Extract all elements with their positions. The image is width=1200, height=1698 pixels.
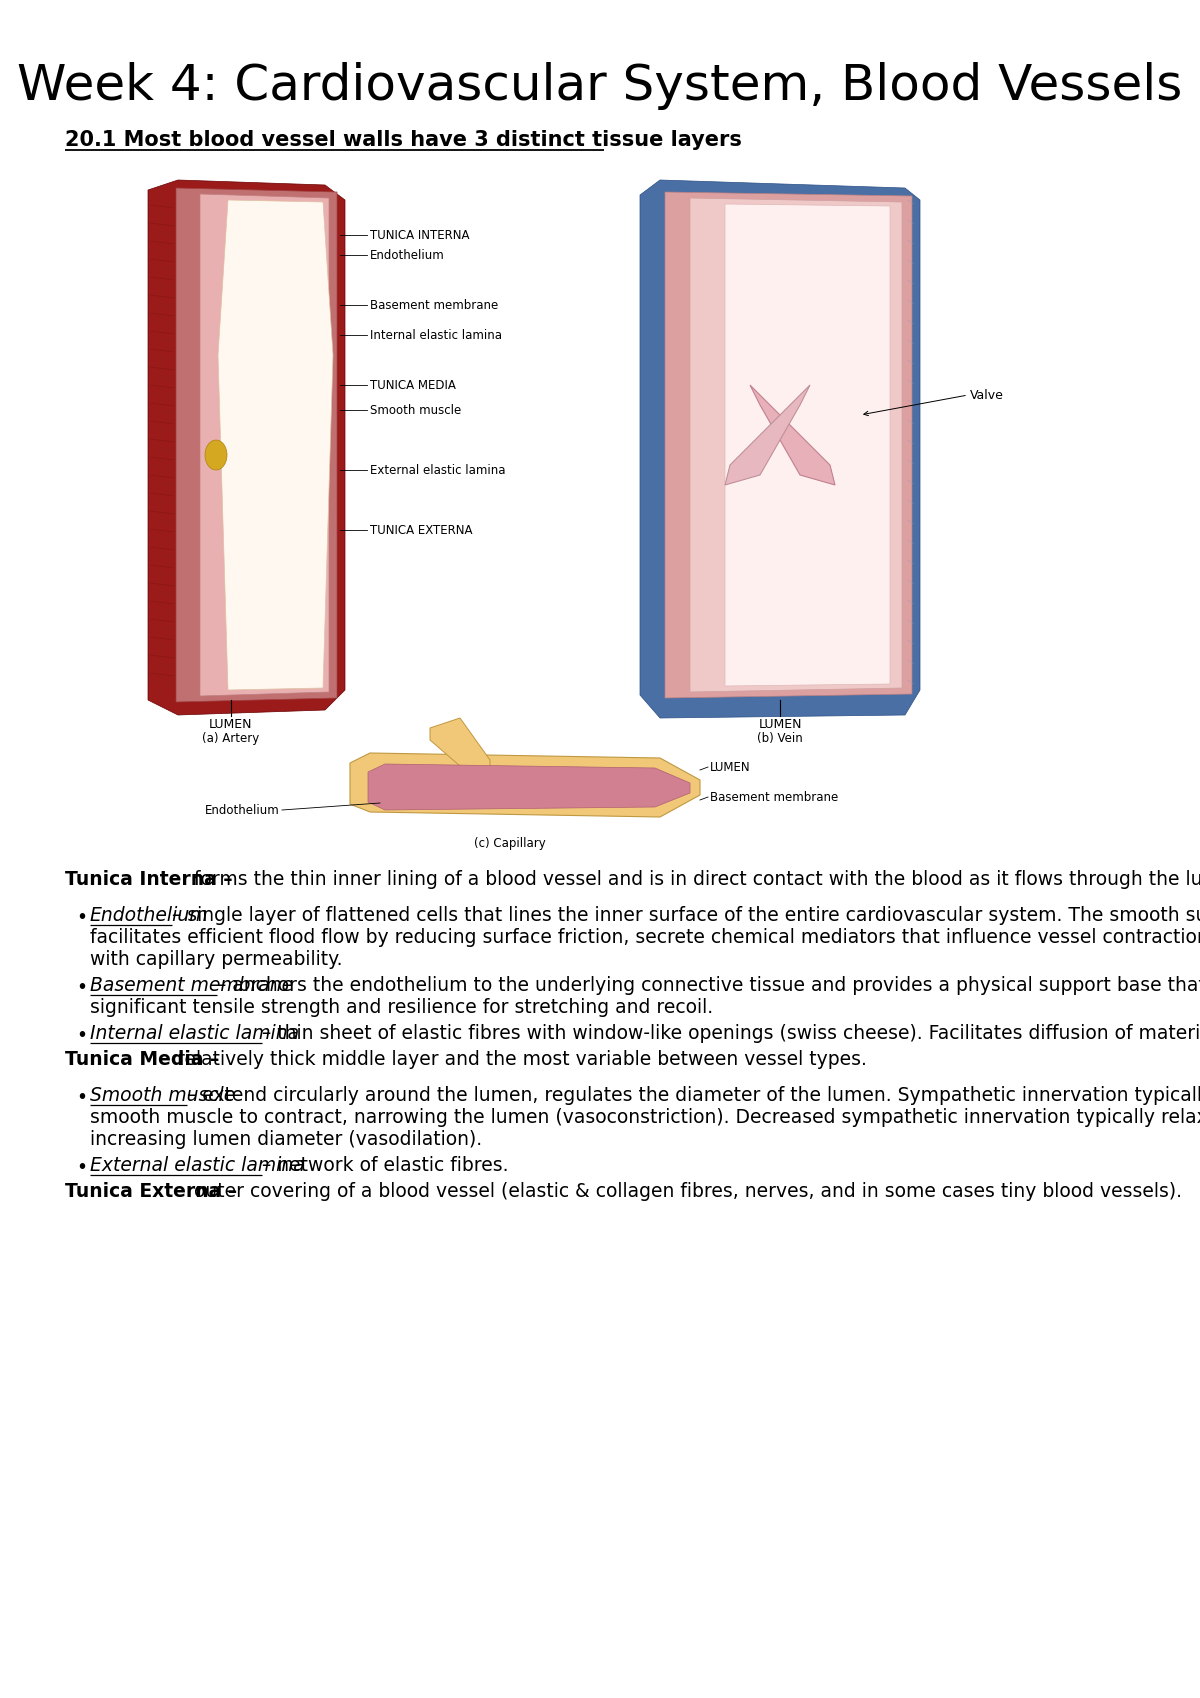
Text: – single layer of flattened cells that lines the inner surface of the entire car: – single layer of flattened cells that l…: [173, 907, 1200, 925]
Text: LUMEN: LUMEN: [758, 718, 802, 732]
Text: •: •: [77, 908, 88, 927]
Text: Endothelium: Endothelium: [205, 803, 280, 817]
Text: Smooth muscle: Smooth muscle: [370, 404, 461, 416]
Text: – anchors the endothelium to the underlying connective tissue and provides a phy: – anchors the endothelium to the underly…: [217, 976, 1200, 995]
Polygon shape: [640, 180, 920, 718]
Polygon shape: [665, 192, 912, 698]
Text: (a) Artery: (a) Artery: [203, 732, 259, 745]
Text: Basement membrane: Basement membrane: [370, 299, 498, 311]
Polygon shape: [750, 385, 835, 486]
Polygon shape: [725, 385, 810, 486]
Text: Internal elastic lamina: Internal elastic lamina: [370, 328, 502, 341]
Text: Tunica Externa –: Tunica Externa –: [65, 1182, 238, 1200]
Text: forms the thin inner lining of a blood vessel and is in direct contact with the : forms the thin inner lining of a blood v…: [193, 869, 1200, 890]
Text: Basement membrane: Basement membrane: [90, 976, 293, 995]
Text: Tunica Interna –: Tunica Interna –: [65, 869, 233, 890]
Polygon shape: [148, 180, 346, 715]
Text: Smooth muscle: Smooth muscle: [90, 1087, 235, 1105]
Text: •: •: [77, 1026, 88, 1044]
Text: increasing lumen diameter (vasodilation).: increasing lumen diameter (vasodilation)…: [90, 1129, 482, 1150]
Polygon shape: [725, 204, 890, 686]
Text: significant tensile strength and resilience for stretching and recoil.: significant tensile strength and resilie…: [90, 998, 713, 1017]
Text: Tunica Media –: Tunica Media –: [65, 1049, 220, 1070]
Text: Endothelium: Endothelium: [90, 907, 209, 925]
Text: Week 4: Cardiovascular System, Blood Vessels: Week 4: Cardiovascular System, Blood Ves…: [17, 63, 1183, 110]
Polygon shape: [218, 200, 334, 689]
Polygon shape: [430, 718, 490, 773]
Text: TUNICA MEDIA: TUNICA MEDIA: [370, 379, 456, 392]
Text: •: •: [77, 1088, 88, 1107]
Text: – extend circularly around the lumen, regulates the diameter of the lumen. Sympa: – extend circularly around the lumen, re…: [187, 1087, 1200, 1105]
Text: smooth muscle to contract, narrowing the lumen (vasoconstriction). Decreased sym: smooth muscle to contract, narrowing the…: [90, 1109, 1200, 1127]
Polygon shape: [200, 194, 329, 696]
Text: Basement membrane: Basement membrane: [710, 791, 839, 803]
Text: relatively thick middle layer and the most variable between vessel types.: relatively thick middle layer and the mo…: [178, 1049, 868, 1070]
Text: with capillary permeability.: with capillary permeability.: [90, 949, 342, 970]
Text: 20.1 Most blood vessel walls have 3 distinct tissue layers: 20.1 Most blood vessel walls have 3 dist…: [65, 131, 742, 149]
Polygon shape: [176, 188, 337, 701]
Text: TUNICA EXTERNA: TUNICA EXTERNA: [370, 523, 473, 537]
Text: facilitates efficient flood flow by reducing surface friction, secrete chemical : facilitates efficient flood flow by redu…: [90, 929, 1200, 947]
Text: Valve: Valve: [970, 389, 1004, 401]
Text: TUNICA INTERNA: TUNICA INTERNA: [370, 229, 469, 241]
Text: Internal elastic lamina: Internal elastic lamina: [90, 1024, 299, 1043]
Polygon shape: [690, 199, 902, 693]
Text: (b) Vein: (b) Vein: [757, 732, 803, 745]
Text: – network of elastic fibres.: – network of elastic fibres.: [262, 1156, 509, 1175]
Text: •: •: [77, 1158, 88, 1177]
Text: – thin sheet of elastic fibres with window-like openings (swiss cheese). Facilit: – thin sheet of elastic fibres with wind…: [262, 1024, 1200, 1043]
Text: •: •: [77, 978, 88, 997]
Text: LUMEN: LUMEN: [209, 718, 253, 732]
Polygon shape: [368, 764, 690, 810]
Text: outer covering of a blood vessel (elastic & collagen fibres, nerves, and in some: outer covering of a blood vessel (elasti…: [193, 1182, 1182, 1200]
Polygon shape: [350, 752, 700, 817]
Text: (c) Capillary: (c) Capillary: [474, 837, 546, 851]
Ellipse shape: [205, 440, 227, 470]
Text: Endothelium: Endothelium: [370, 248, 445, 261]
Text: External elastic lamina: External elastic lamina: [90, 1156, 305, 1175]
Text: External elastic lamina: External elastic lamina: [370, 464, 505, 477]
Text: LUMEN: LUMEN: [710, 761, 751, 774]
